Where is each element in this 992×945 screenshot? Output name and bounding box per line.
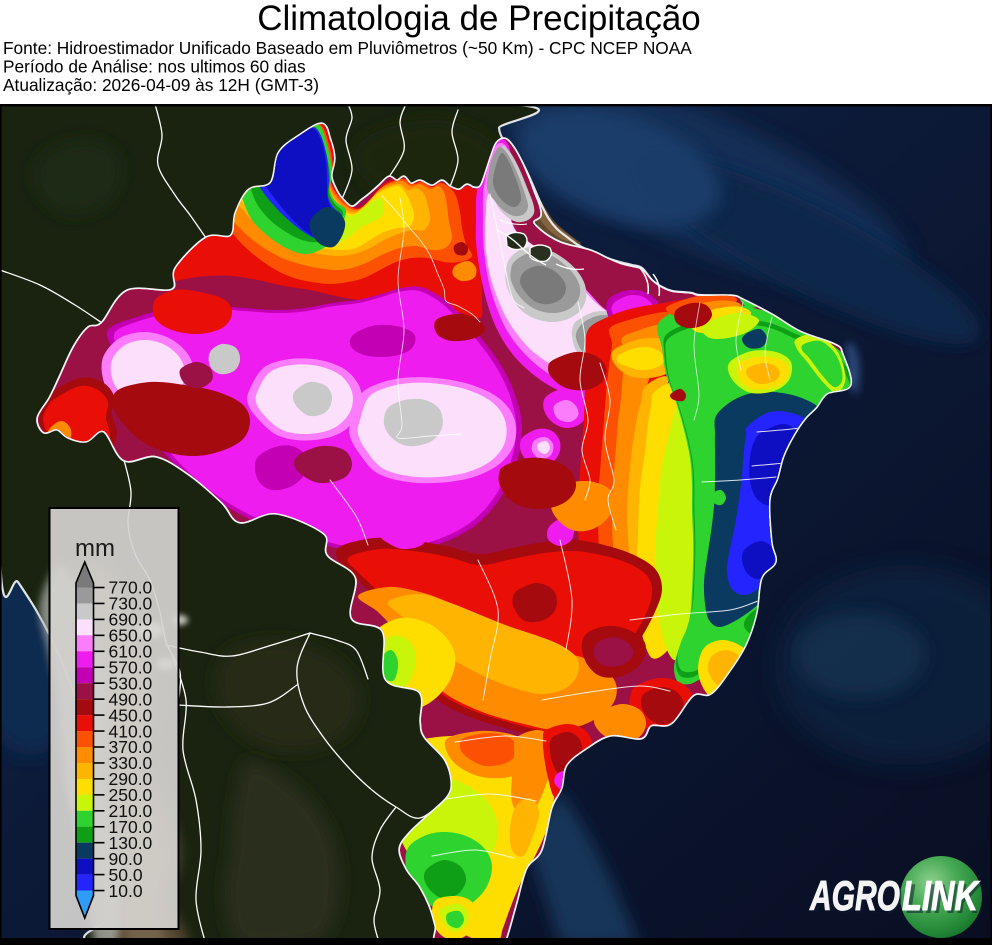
svg-text:250.0: 250.0 (109, 785, 153, 805)
svg-text:170.0: 170.0 (109, 817, 153, 837)
svg-text:Fonte: Hidroestimador Unificad: Fonte: Hidroestimador Unificado Baseado … (3, 38, 692, 58)
svg-text:690.0: 690.0 (109, 610, 153, 630)
svg-text:AGRO: AGRO (813, 875, 902, 922)
svg-text:650.0: 650.0 (109, 626, 153, 646)
svg-text:210.0: 210.0 (109, 801, 153, 821)
svg-text:AGRO: AGRO (809, 872, 900, 919)
svg-text:770.0: 770.0 (109, 578, 153, 598)
svg-text:330.0: 330.0 (109, 753, 153, 773)
svg-text:370.0: 370.0 (109, 737, 153, 757)
svg-text:610.0: 610.0 (109, 642, 153, 662)
svg-text:530.0: 530.0 (109, 673, 153, 693)
svg-text:LINK: LINK (906, 875, 982, 922)
svg-text:LINK: LINK (902, 872, 980, 919)
svg-text:Atualização: 2026-04-09 às 12H: Atualização: 2026-04-09 às 12H (GMT-3) (3, 75, 319, 95)
svg-text:Climatologia de Precipitação: Climatologia de Precipitação (257, 0, 701, 38)
svg-text:410.0: 410.0 (109, 721, 153, 741)
svg-text:90.0: 90.0 (109, 849, 143, 869)
svg-text:730.0: 730.0 (109, 594, 153, 614)
svg-text:490.0: 490.0 (109, 689, 153, 709)
svg-text:mm: mm (75, 535, 115, 562)
svg-text:Período de Análise: nos ultimo: Período de Análise: nos ultimos 60 dias (3, 57, 306, 77)
svg-text:10.0: 10.0 (109, 881, 143, 901)
svg-text:50.0: 50.0 (109, 865, 143, 885)
svg-text:450.0: 450.0 (109, 705, 153, 725)
svg-text:570.0: 570.0 (109, 657, 153, 677)
svg-text:290.0: 290.0 (109, 769, 153, 789)
svg-text:130.0: 130.0 (109, 833, 153, 853)
